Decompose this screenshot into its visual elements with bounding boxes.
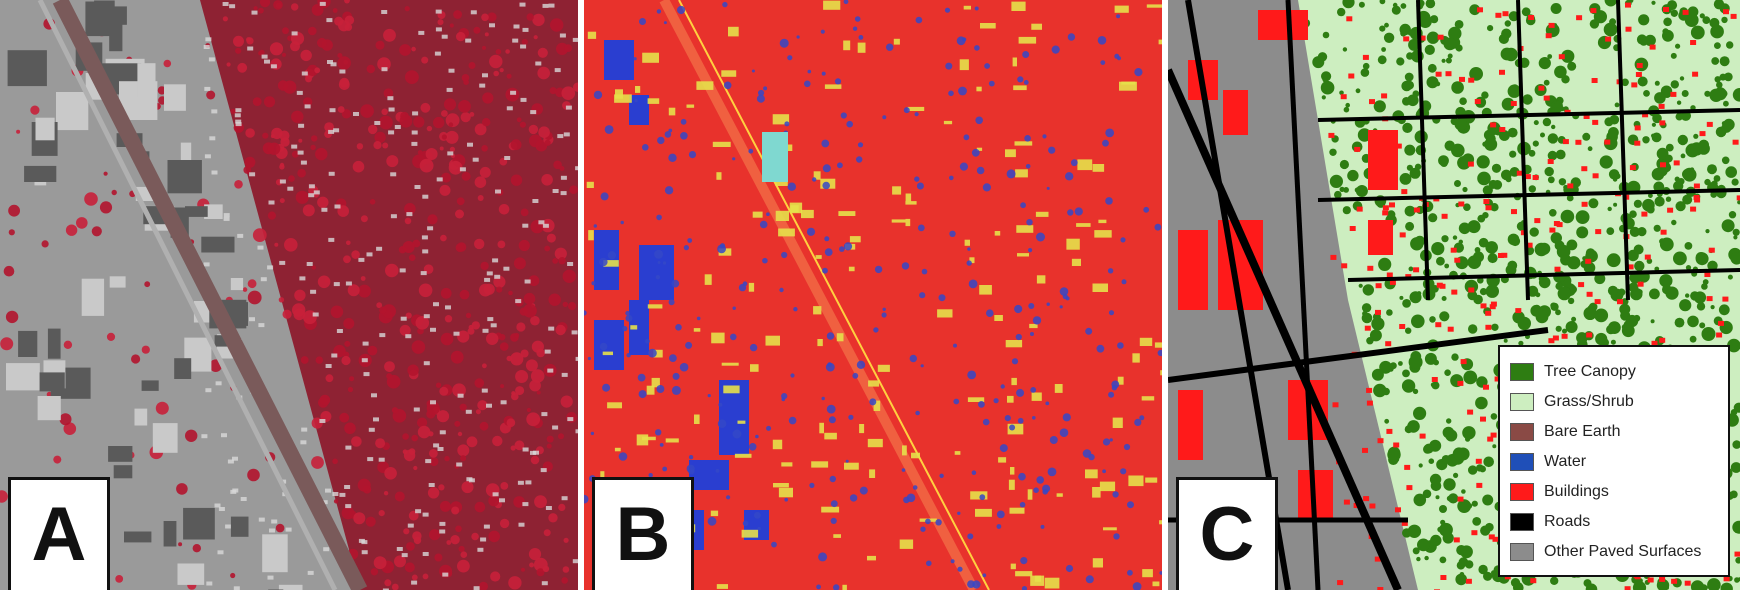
legend-swatch — [1510, 453, 1534, 471]
legend-swatch — [1510, 513, 1534, 531]
legend-item-roads: Roads — [1510, 507, 1718, 537]
panel-label-a: A — [8, 477, 110, 590]
legend-swatch — [1510, 543, 1534, 561]
legend-item-bare-earth: Bare Earth — [1510, 417, 1718, 447]
legend-label: Buildings — [1544, 483, 1609, 500]
legend-swatch — [1510, 393, 1534, 411]
legend-item-water: Water — [1510, 447, 1718, 477]
panel-label-b: B — [592, 477, 694, 590]
legend-item-grass-shrub: Grass/Shrub — [1510, 387, 1718, 417]
legend-item-tree-canopy: Tree Canopy — [1510, 357, 1718, 387]
legend-swatch — [1510, 423, 1534, 441]
panel-b-lidar: B — [584, 0, 1162, 590]
legend-label: Tree Canopy — [1544, 363, 1636, 380]
legend-label: Water — [1544, 453, 1587, 470]
panel-c-land-cover: C Tree Canopy Grass/Shrub Bare Earth Wat… — [1168, 0, 1740, 590]
panel-label-c: C — [1176, 477, 1278, 590]
legend-label: Other Paved Surfaces — [1544, 543, 1702, 560]
lidar-height-image — [584, 0, 1162, 590]
panel-a-infrared-aerial: A — [0, 0, 578, 590]
legend-label: Grass/Shrub — [1544, 393, 1634, 410]
map-legend: Tree Canopy Grass/Shrub Bare Earth Water… — [1498, 345, 1730, 577]
legend-swatch — [1510, 483, 1534, 501]
legend-item-other-paved: Other Paved Surfaces — [1510, 537, 1718, 567]
legend-label: Roads — [1544, 513, 1591, 530]
legend-item-buildings: Buildings — [1510, 477, 1718, 507]
legend-swatch — [1510, 363, 1534, 381]
legend-label: Bare Earth — [1544, 423, 1621, 440]
